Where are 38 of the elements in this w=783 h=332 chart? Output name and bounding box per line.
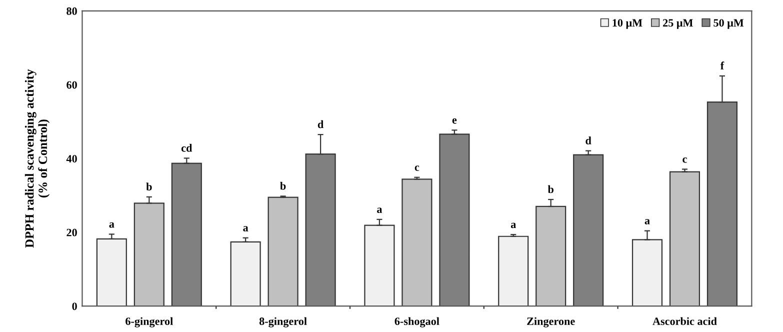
x-tick-label: 8-gingerol (259, 317, 307, 328)
bar (96, 238, 127, 306)
annotation: b (280, 182, 286, 190)
annotation: e (452, 118, 457, 124)
annotation: f (720, 62, 724, 70)
annotation: a (243, 226, 248, 232)
annotation: b (548, 185, 554, 194)
annotation: d (318, 120, 324, 128)
annotation: c (414, 166, 420, 171)
x-tick-label: Zingerone (527, 317, 575, 328)
y-tick-label: 40 (66, 154, 77, 162)
bar (268, 196, 298, 306)
legend-label: 25 μM (663, 19, 693, 29)
annotation: a (109, 222, 114, 228)
x-tick-label: Ascorbic acid (652, 317, 717, 326)
legend-label: 50 μM (714, 19, 744, 29)
annotation: d (586, 136, 592, 144)
x-tick-label: 6-shogaol (394, 317, 440, 328)
y-tick-label: 80 (66, 7, 77, 15)
annotation: a (510, 222, 516, 228)
y-tick-label: 20 (66, 228, 77, 236)
bar (230, 241, 261, 306)
x-tick-label: 6-gingerol (126, 317, 173, 328)
legend-label: 10 μM (612, 19, 642, 29)
bar (402, 178, 432, 306)
bar (498, 236, 529, 306)
annotation: b (146, 182, 152, 190)
y-tick-label: 60 (66, 81, 77, 89)
y-axis-title: DPPH radical scavenging activity (% of Control) (24, 69, 50, 248)
annotation: a (377, 208, 382, 213)
bar (439, 134, 470, 306)
annotation: c (682, 157, 687, 163)
bar (573, 154, 604, 306)
y-tick-label: 0 (72, 302, 77, 310)
annotation: cd (181, 144, 192, 152)
bar (669, 171, 700, 306)
bar (171, 162, 202, 306)
annotation: a (644, 219, 650, 224)
